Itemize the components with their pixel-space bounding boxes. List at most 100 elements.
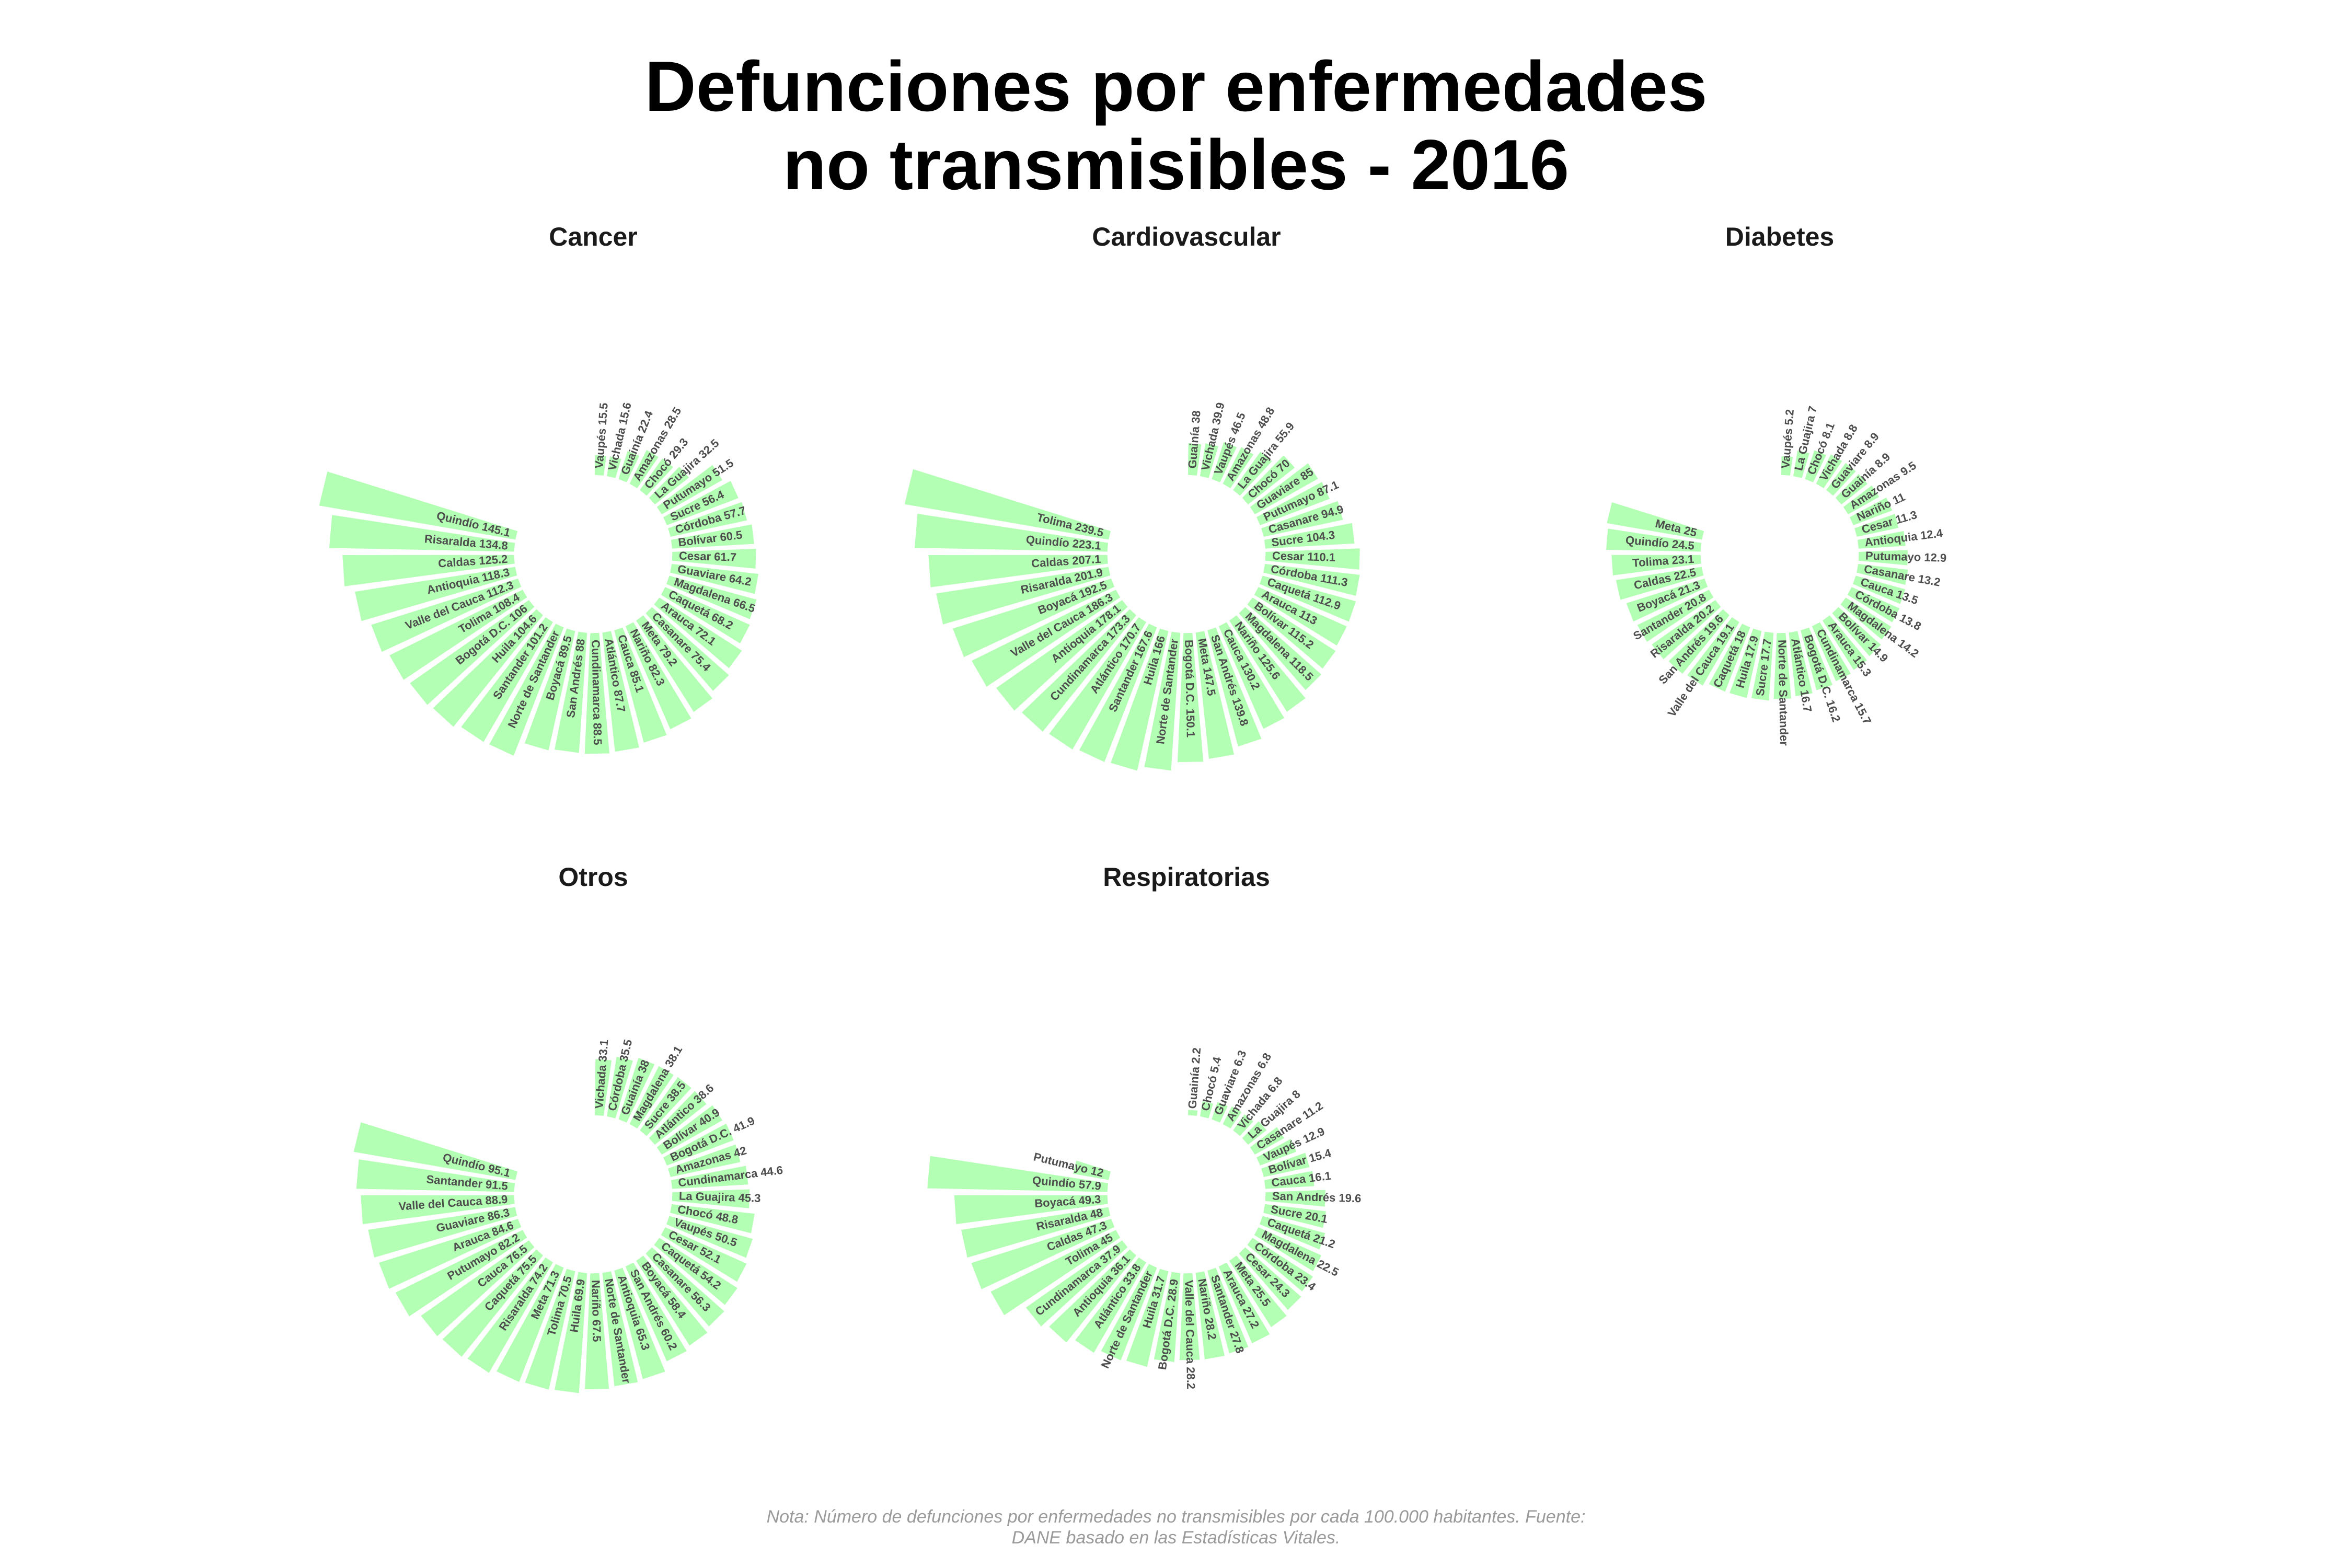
bar-label: Bogotá D.C. 150.1: [1182, 640, 1197, 737]
bar-cordoba: [605, 1055, 635, 1121]
bar-san-andres: [552, 630, 589, 755]
bar-amazonas: [1220, 445, 1256, 491]
bar-guaviare: [366, 1205, 519, 1260]
bar-cordoba: [1261, 562, 1362, 598]
bar-label: Valle del Cauca 28.2: [1182, 1280, 1197, 1390]
bar-caqueta: [659, 585, 752, 646]
bar-guainia: [1186, 442, 1203, 478]
bar-tolima: [1610, 553, 1703, 578]
bar-guainia: [1833, 471, 1870, 507]
bar-cesar: [1237, 1245, 1304, 1312]
bar-guainia: [1186, 1108, 1200, 1118]
bar-vaupes: [1254, 1137, 1299, 1168]
bar-quindio: [317, 469, 520, 541]
footnote-line-1: Nota: Número de defunciones por enfermed…: [766, 1507, 1586, 1527]
bar-label: Norte de Santander: [1775, 640, 1791, 746]
bar-bogota-d-c: [1798, 625, 1835, 693]
panel-title: Diabetes: [1725, 222, 1834, 251]
bar-casanare: [1248, 1125, 1287, 1157]
bar-antioquia: [612, 1265, 667, 1381]
bar-amazonas: [1841, 483, 1882, 517]
bar-risaralda: [1649, 597, 1723, 662]
bar-label: Cesar 61.7: [679, 549, 737, 564]
bar-cauca: [1216, 620, 1287, 731]
bar-magdalena: [1252, 1225, 1324, 1274]
bar-vaupes: [1780, 454, 1795, 478]
bar-risaralda: [465, 1255, 555, 1376]
bar-atlantico: [1787, 629, 1815, 698]
bar-cesar: [1263, 547, 1362, 572]
bar-putumayo: [393, 1228, 529, 1319]
bar-bolivar: [1830, 605, 1884, 659]
bar-sucre: [1261, 1202, 1328, 1230]
bar-la-guajira: [1791, 448, 1812, 480]
bar-tolima: [387, 587, 529, 682]
bar-choco: [638, 456, 676, 498]
bar-norte-de-santander: [601, 1270, 640, 1388]
bar-cauca: [612, 625, 669, 745]
bar-cauca: [1262, 1169, 1316, 1191]
bar-santander: [1635, 587, 1716, 644]
panel-title: Cancer: [549, 222, 638, 251]
footnote: Nota: Número de defunciones por enfermed…: [0, 1506, 2352, 1548]
panel-title: Otros: [558, 862, 628, 892]
bar-caqueta: [440, 1247, 546, 1359]
bar-sucre: [661, 478, 741, 527]
bar-boyaca: [522, 627, 578, 753]
bar-huila: [1727, 627, 1764, 700]
bar-antioquia: [1855, 529, 1908, 550]
bar-casanare: [643, 605, 731, 694]
bar-arauca: [1820, 613, 1870, 673]
bar-vaupes: [1209, 440, 1239, 485]
bar-tolima: [988, 1228, 1123, 1318]
bar-arauca: [652, 595, 744, 671]
bar-huila: [1124, 1267, 1171, 1369]
bar-cundinamarca: [1019, 607, 1139, 734]
bar-vichada: [605, 454, 624, 480]
bar-casanare: [1854, 562, 1910, 587]
bar-cundinamarca: [1023, 1238, 1130, 1329]
bar-putumayo: [1254, 479, 1332, 527]
bar-antioquia: [1046, 1247, 1139, 1345]
bar-valle-del-cauca: [359, 1193, 516, 1226]
bar-huila: [431, 607, 546, 729]
bar-cauca: [418, 1238, 537, 1339]
bar-valle-del-cauca: [369, 577, 524, 654]
bar-tolima: [903, 467, 1113, 541]
bar-bolivar: [654, 1103, 725, 1157]
bar-casanare: [643, 1245, 727, 1329]
bar-bolivar: [1245, 595, 1338, 671]
bar-putumayo: [1071, 1158, 1113, 1182]
bar-choco: [1803, 448, 1829, 485]
bar-quindio: [913, 512, 1110, 554]
bar-arauca: [377, 1217, 524, 1291]
bar-sucre: [1749, 630, 1775, 702]
bar-vichada: [1198, 441, 1220, 480]
bar-norte-de-santander: [1772, 631, 1793, 701]
bar-sucre: [638, 1075, 694, 1138]
bar-narino: [583, 1271, 611, 1391]
bar-santander: [354, 1157, 517, 1194]
bar-meta: [633, 613, 715, 714]
bar-risaralda: [934, 565, 1112, 627]
page-title-line-2: no transmisibles - 2016: [782, 125, 1570, 204]
bar-narino: [1194, 1270, 1227, 1362]
bar-caqueta: [1707, 621, 1753, 694]
bar-narino: [1848, 495, 1895, 527]
bar-norte-de-santander: [487, 621, 566, 758]
bar-choco: [1240, 453, 1297, 507]
bar-cordoba: [1245, 1236, 1316, 1294]
bar-caldas: [340, 553, 516, 589]
bar-santander: [1077, 621, 1159, 764]
bar-label: Putumayo 12.9: [1865, 549, 1947, 564]
bar-caldas: [969, 1217, 1116, 1292]
bar-quindio: [926, 1154, 1110, 1194]
bar-atlantico: [647, 1089, 709, 1147]
bar-label: San Andrés 19.6: [1272, 1190, 1362, 1205]
bar-valle-del-cauca: [969, 587, 1123, 689]
bar-la-guajira: [670, 1187, 752, 1210]
bar-bogota-d-c: [1175, 631, 1205, 764]
